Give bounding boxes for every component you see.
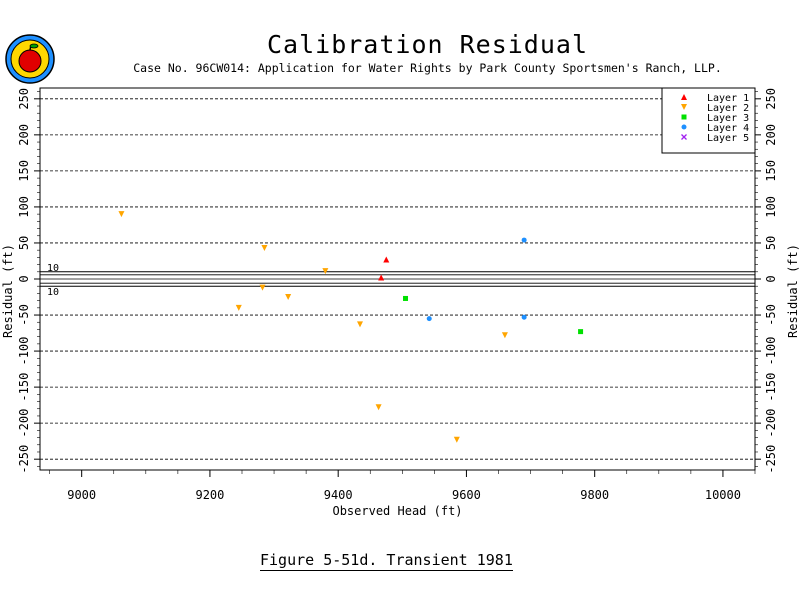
data-point-layer-2: [285, 294, 292, 301]
y-tick-label-right: -250: [764, 445, 778, 474]
data-point-layer-2: [235, 304, 242, 311]
x-tick-label: 9600: [452, 488, 481, 502]
data-point-layer-2: [322, 268, 329, 275]
data-point-layer-2: [118, 211, 125, 218]
legend-marker-layer-3: [681, 114, 687, 120]
legend-box: [661, 87, 756, 154]
y-tick-label-left: -200: [17, 409, 31, 438]
legend-label-layer-5: Layer 5: [707, 133, 749, 144]
data-point-layer-2: [259, 284, 266, 291]
y-tick-label-right: 200: [764, 124, 778, 146]
y-tick-label-left: -250: [17, 445, 31, 474]
data-point-layer-2: [453, 436, 460, 443]
x-tick-label: 9400: [324, 488, 353, 502]
y-tick-label-right: 50: [764, 236, 778, 250]
y-tick-label-right: 0: [764, 275, 778, 282]
y-tick-label-left: 50: [17, 236, 31, 250]
data-point-layer-4: [521, 314, 527, 320]
y-tick-label-right: 100: [764, 196, 778, 218]
chart-title: Calibration Residual: [266, 30, 589, 59]
legend-marker-layer-5: [681, 134, 687, 140]
data-point-layer-3: [403, 295, 409, 301]
y-tick-label-right: -150: [764, 373, 778, 402]
legend-label-layer-2: Layer 2: [707, 103, 749, 114]
data-point-layer-2: [261, 245, 268, 252]
y-tick-label-left: -150: [17, 373, 31, 402]
y-tick-label-right: 150: [764, 160, 778, 182]
y-axis-label-right: Residual (ft): [786, 244, 800, 338]
x-tick-label: 9000: [67, 488, 96, 502]
y-axis-label-left: Residual (ft): [1, 244, 15, 338]
y-tick-label-left: -50: [17, 304, 31, 326]
data-point-layer-2: [501, 332, 508, 339]
data-point-layer-3: [578, 329, 584, 335]
x-tick-label: 9800: [580, 488, 609, 502]
x-tick-label: 9200: [195, 488, 224, 502]
legend-marker-layer-1: [681, 94, 687, 100]
data-point-layer-4: [426, 316, 432, 322]
y-tick-label-right: -100: [764, 337, 778, 366]
y-tick-label-left: 100: [17, 196, 31, 218]
logo-emblem: [4, 33, 56, 89]
y-tick-label-left: 250: [17, 88, 31, 110]
x-tick-label: 10000: [705, 488, 741, 502]
y-tick-label-right: -50: [764, 304, 778, 326]
y-tick-label-right: 250: [764, 88, 778, 110]
data-point-layer-4: [521, 237, 527, 243]
data-point-layer-2: [375, 404, 382, 411]
y-tick-label-left: 150: [17, 160, 31, 182]
y-tick-label-left: 0: [17, 275, 31, 282]
tolerance-label-lower: 10: [47, 287, 59, 298]
legend-label-layer-4: Layer 4: [707, 123, 749, 134]
legend-marker-layer-2: [681, 104, 687, 110]
chart-subtitle: Case No. 96CW014: Application for Water …: [133, 61, 722, 75]
legend-marker-layer-4: [681, 124, 687, 130]
y-tick-label-left: 200: [17, 124, 31, 146]
data-point-layer-2: [356, 321, 363, 328]
legend-label-layer-3: Layer 3: [707, 113, 749, 124]
data-point-layer-1: [383, 256, 390, 263]
figure-caption: Figure 5-51d. Transient 1981: [260, 551, 513, 571]
y-tick-label-right: -200: [764, 409, 778, 438]
y-tick-label-left: -100: [17, 337, 31, 366]
legend-label-layer-1: Layer 1: [707, 93, 749, 104]
data-point-layer-1: [378, 274, 385, 281]
x-axis-label: Observed Head (ft): [332, 504, 462, 518]
tolerance-label-upper: 10: [47, 263, 59, 274]
